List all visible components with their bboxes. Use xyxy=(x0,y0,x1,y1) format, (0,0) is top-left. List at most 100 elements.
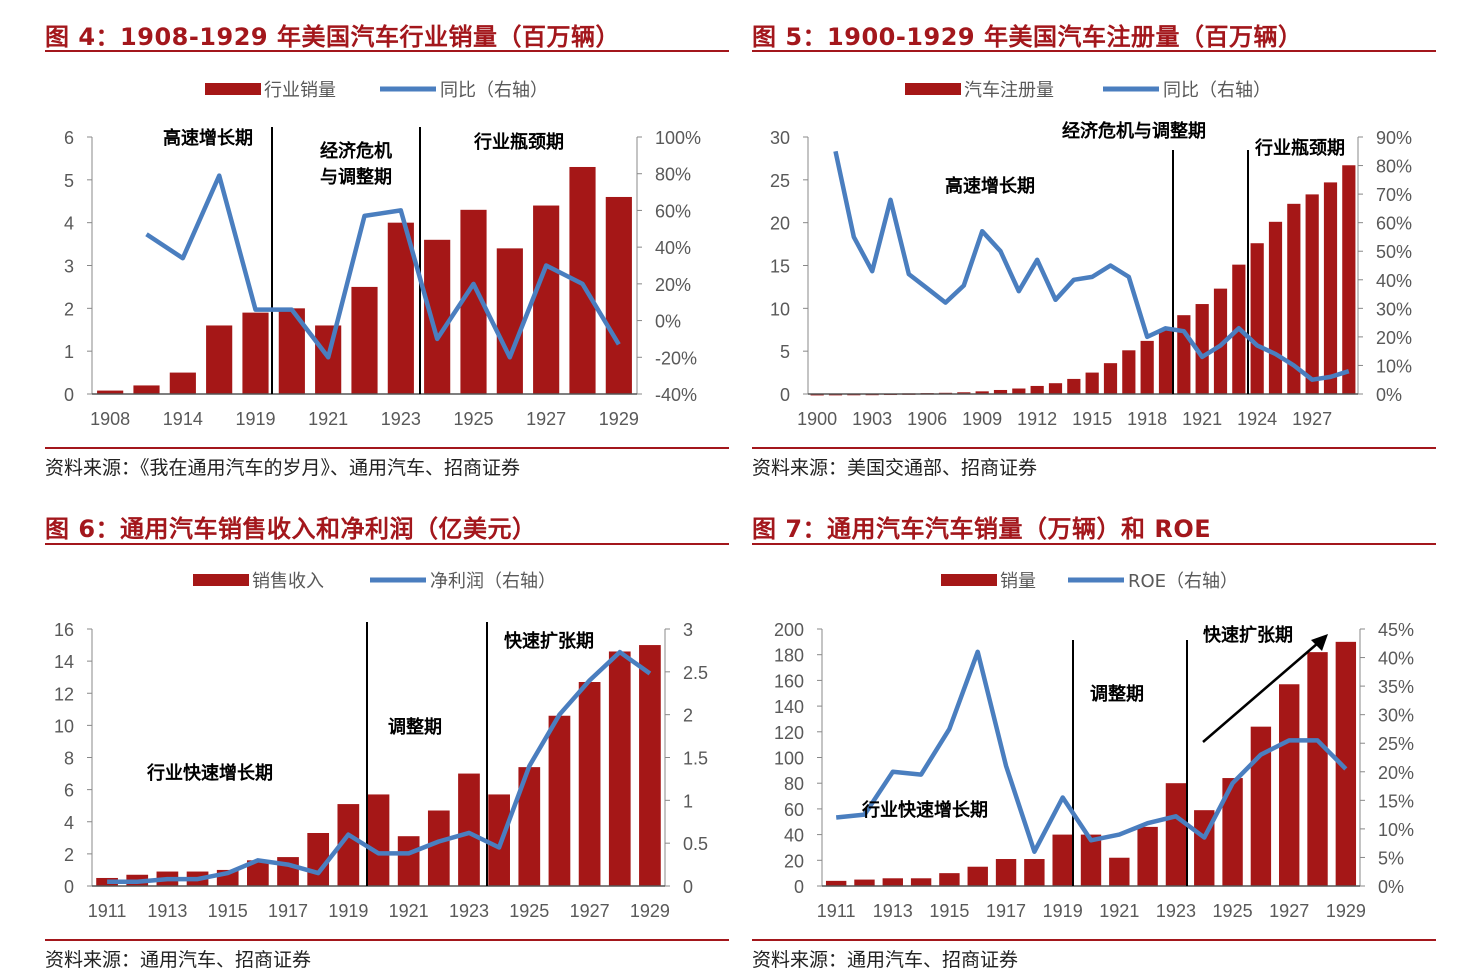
left-axis-tick-label: 60 xyxy=(784,800,804,820)
figure-4-title: 图 4：1908-1929 年美国汽车行业销量（百万辆） xyxy=(45,23,620,51)
x-axis-tick-label: 1927 xyxy=(570,901,610,921)
left-axis-tick-label: 2 xyxy=(64,845,74,865)
right-axis-tick-label: 0% xyxy=(655,312,681,332)
right-axis-tick-label: 40% xyxy=(655,238,691,258)
figure-6-source: 资料来源：通用汽车、招商证券 xyxy=(45,949,312,971)
x-axis-tick-label: 1923 xyxy=(381,409,421,429)
bar xyxy=(533,205,560,394)
legend-bar-swatch xyxy=(193,574,249,586)
left-axis-tick-label: 0 xyxy=(780,385,790,405)
bar xyxy=(1030,385,1044,394)
bar xyxy=(1024,859,1045,886)
left-axis-tick-label: 40 xyxy=(784,826,804,846)
bar xyxy=(1213,288,1228,394)
right-axis-tick-label: 0% xyxy=(1376,385,1402,405)
left-axis-tick-label: 0 xyxy=(794,877,804,897)
bar xyxy=(1140,340,1154,394)
bar xyxy=(424,239,451,394)
x-axis-tick-label: 1911 xyxy=(88,901,127,921)
source-rule xyxy=(45,447,729,449)
x-axis-tick-label: 1903 xyxy=(852,409,892,429)
bar xyxy=(1165,783,1187,886)
x-axis-tick-label: 1927 xyxy=(1292,409,1332,429)
bar xyxy=(307,832,330,886)
x-axis-tick-label: 1912 xyxy=(1017,409,1057,429)
period-annotation: 行业瓶颈期 xyxy=(473,131,564,153)
right-axis-tick-label: 100% xyxy=(655,128,701,148)
period-annotation: 经济危机 xyxy=(320,140,392,162)
right-axis-tick-label: 20% xyxy=(1376,328,1412,348)
bar xyxy=(1012,388,1026,394)
bar xyxy=(1080,834,1102,886)
bar xyxy=(578,682,601,886)
right-axis-tick-label: 60% xyxy=(1376,214,1412,234)
bar xyxy=(1103,363,1118,394)
legend-bar-label: 销量 xyxy=(1000,571,1036,592)
left-axis-tick-label: 160 xyxy=(774,671,804,691)
right-axis-tick-label: 15% xyxy=(1378,791,1414,811)
bar xyxy=(548,715,571,886)
legend-line-label: 同比（右轴） xyxy=(1163,80,1271,101)
source-rule xyxy=(45,939,729,941)
left-axis-tick-label: 6 xyxy=(64,128,74,148)
left-axis-tick-label: 25 xyxy=(770,171,790,191)
x-axis-tick-label: 1929 xyxy=(599,409,639,429)
left-axis-tick-label: 3 xyxy=(64,257,74,277)
left-axis-tick-label: 120 xyxy=(774,723,804,743)
period-annotation: 快速扩张期 xyxy=(1203,624,1293,646)
right-axis-tick-label: 40% xyxy=(1378,649,1414,669)
left-axis-tick-label: 10 xyxy=(54,716,74,736)
title-rule xyxy=(45,50,729,52)
source-rule xyxy=(752,447,1436,449)
legend-bar-swatch xyxy=(941,574,997,586)
x-axis-tick-label: 1917 xyxy=(986,901,1026,921)
bar xyxy=(1137,826,1158,886)
period-annotation: 经济危机与调整期 xyxy=(1062,120,1206,142)
period-annotation: 与调整期 xyxy=(320,166,392,188)
right-axis-tick-label: 80% xyxy=(1376,157,1412,177)
legend-bar-swatch xyxy=(205,83,261,95)
left-axis-tick-label: 16 xyxy=(54,620,74,640)
bar xyxy=(242,312,269,394)
left-axis-tick-label: 0 xyxy=(64,877,74,897)
right-axis-tick-label: 0% xyxy=(1378,877,1404,897)
source-rule xyxy=(752,939,1436,941)
bar xyxy=(133,385,160,394)
period-annotation: 高速增长期 xyxy=(945,175,1035,197)
x-axis-tick-label: 1923 xyxy=(1156,901,1196,921)
right-axis-tick-label: 30% xyxy=(1376,299,1412,319)
left-axis-tick-label: 100 xyxy=(774,749,804,769)
right-axis-tick-label: 2 xyxy=(683,706,693,726)
bar xyxy=(206,325,233,394)
right-axis-tick-label: 30% xyxy=(1378,706,1414,726)
bar xyxy=(1109,857,1130,886)
bar xyxy=(337,804,360,886)
title-rule xyxy=(752,543,1436,545)
x-axis-tick-label: 1908 xyxy=(90,409,130,429)
bar xyxy=(939,873,960,886)
right-axis-tick-label: 20% xyxy=(1378,763,1414,783)
x-axis-tick-label: 1913 xyxy=(873,901,913,921)
legend-bar-label: 行业销量 xyxy=(264,80,336,101)
bar xyxy=(1048,383,1063,394)
bar xyxy=(496,248,523,394)
x-axis-tick-label: 1915 xyxy=(208,901,248,921)
bar xyxy=(1250,726,1272,886)
period-annotation: 高速增长期 xyxy=(163,127,253,149)
figure-7-source: 资料来源：通用汽车、招商证券 xyxy=(752,949,1019,971)
bar xyxy=(605,196,632,394)
x-axis-tick-label: 1923 xyxy=(449,901,489,921)
left-axis-tick-label: 8 xyxy=(64,749,74,769)
right-axis-tick-label: 10% xyxy=(1376,356,1412,376)
bar xyxy=(458,773,480,886)
right-axis-tick-label: -40% xyxy=(655,385,697,405)
legend-bar-label: 汽车注册量 xyxy=(964,80,1054,101)
right-axis-tick-label: 90% xyxy=(1376,128,1412,148)
bar xyxy=(1335,641,1357,886)
left-axis-tick-label: 0 xyxy=(64,385,74,405)
legend-line-label: ROE（右轴） xyxy=(1128,571,1238,592)
right-axis-tick-label: 10% xyxy=(1378,820,1414,840)
bar xyxy=(367,794,390,886)
